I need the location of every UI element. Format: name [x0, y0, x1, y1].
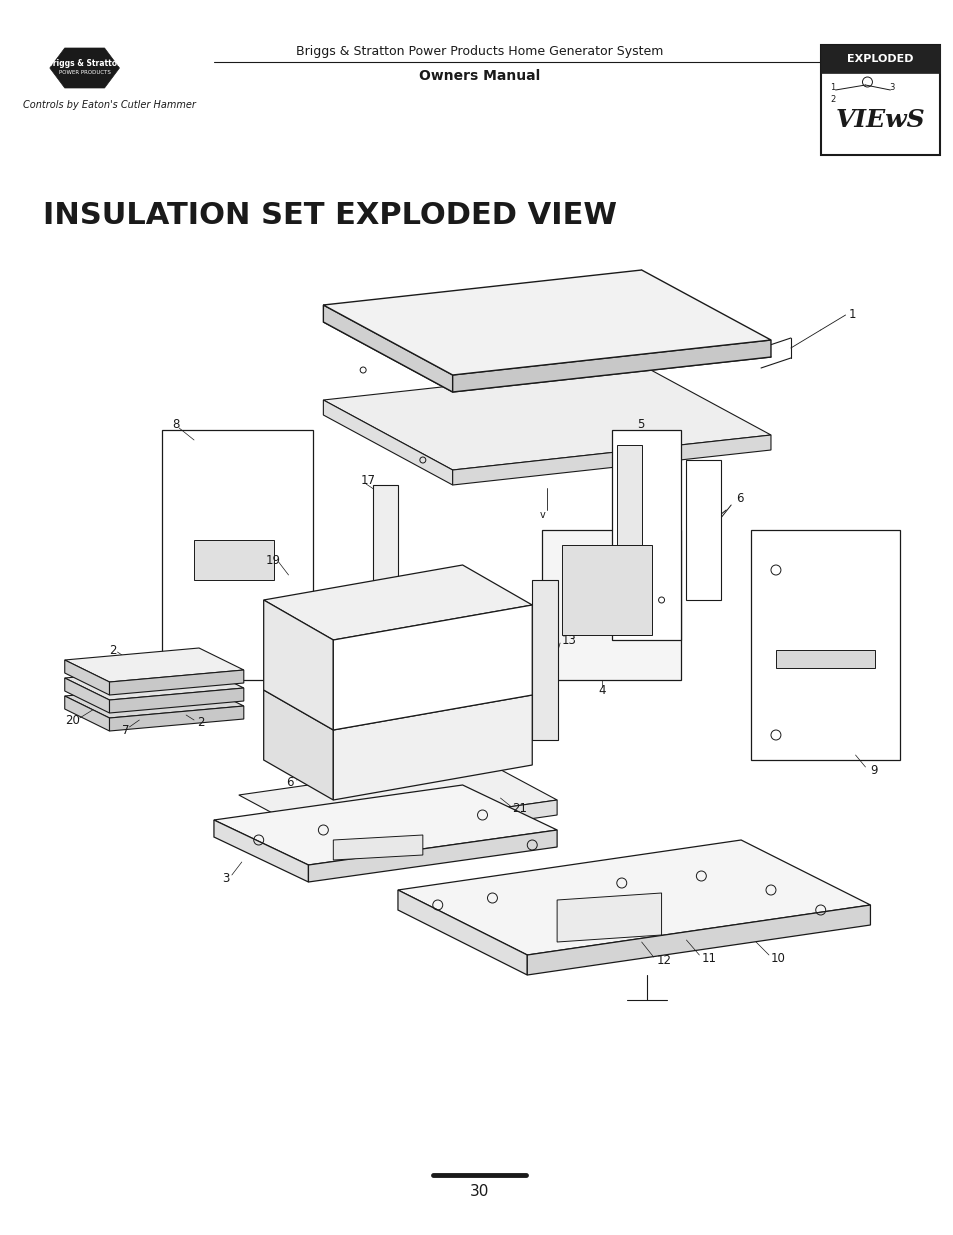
Polygon shape: [333, 695, 532, 800]
Text: 5: 5: [636, 419, 643, 431]
Text: 13: 13: [561, 634, 577, 646]
Polygon shape: [527, 905, 869, 974]
Text: 2: 2: [110, 643, 117, 657]
Text: 1: 1: [847, 309, 855, 321]
Polygon shape: [263, 564, 532, 640]
Text: 18: 18: [348, 653, 363, 667]
Polygon shape: [333, 605, 532, 730]
Text: VIEwS: VIEwS: [835, 107, 924, 132]
Polygon shape: [263, 600, 333, 730]
Polygon shape: [323, 400, 453, 485]
Polygon shape: [750, 530, 900, 760]
Polygon shape: [65, 648, 244, 682]
Polygon shape: [238, 760, 557, 835]
Polygon shape: [397, 890, 527, 974]
Polygon shape: [50, 48, 119, 88]
Text: 9: 9: [869, 763, 877, 777]
Polygon shape: [213, 820, 308, 882]
Text: 12: 12: [656, 953, 671, 967]
Polygon shape: [65, 697, 110, 731]
Polygon shape: [110, 706, 244, 731]
Polygon shape: [397, 840, 869, 955]
Polygon shape: [162, 430, 314, 680]
Text: Briggs & Stratton: Briggs & Stratton: [47, 58, 122, 68]
Text: 1: 1: [829, 84, 835, 93]
Polygon shape: [775, 650, 875, 668]
Text: Controls by Eaton's Cutler Hammer: Controls by Eaton's Cutler Hammer: [23, 100, 195, 110]
Polygon shape: [263, 690, 333, 800]
Text: 3: 3: [222, 872, 229, 884]
Polygon shape: [373, 485, 397, 659]
Polygon shape: [65, 684, 244, 718]
FancyBboxPatch shape: [820, 44, 939, 156]
Polygon shape: [263, 655, 532, 730]
Text: 21: 21: [512, 802, 527, 815]
Polygon shape: [308, 830, 557, 882]
Text: Owners Manual: Owners Manual: [418, 69, 539, 83]
Polygon shape: [453, 435, 770, 485]
Polygon shape: [193, 540, 274, 580]
Polygon shape: [65, 678, 110, 713]
Polygon shape: [314, 800, 557, 850]
Polygon shape: [213, 785, 557, 864]
Polygon shape: [65, 666, 244, 700]
Polygon shape: [373, 650, 417, 685]
Text: 10: 10: [770, 951, 785, 965]
Text: 2: 2: [197, 716, 204, 730]
Polygon shape: [323, 305, 453, 391]
Text: 17: 17: [361, 473, 375, 487]
Text: 7: 7: [122, 724, 130, 736]
Text: 6: 6: [736, 492, 743, 505]
Text: 20: 20: [65, 714, 79, 726]
Text: 30: 30: [469, 1184, 489, 1199]
Text: 8: 8: [172, 419, 179, 431]
Polygon shape: [532, 580, 558, 740]
Text: 2: 2: [829, 95, 835, 105]
Polygon shape: [333, 835, 422, 860]
Polygon shape: [557, 893, 660, 942]
Text: Briggs & Stratton Power Products Home Generator System: Briggs & Stratton Power Products Home Ge…: [295, 46, 662, 58]
Text: 11: 11: [700, 951, 716, 965]
Polygon shape: [110, 671, 244, 695]
Polygon shape: [611, 430, 680, 640]
Text: 3: 3: [889, 84, 894, 93]
Polygon shape: [617, 445, 641, 545]
Polygon shape: [323, 366, 770, 471]
Polygon shape: [541, 530, 680, 680]
Polygon shape: [323, 287, 770, 391]
Text: INSULATION SET EXPLODED VIEW: INSULATION SET EXPLODED VIEW: [43, 200, 617, 230]
Polygon shape: [561, 545, 651, 635]
Polygon shape: [686, 459, 720, 600]
Text: POWER PRODUCTS: POWER PRODUCTS: [59, 70, 111, 75]
Polygon shape: [453, 340, 770, 391]
Polygon shape: [820, 44, 939, 73]
Polygon shape: [65, 659, 110, 695]
Polygon shape: [323, 270, 770, 375]
Text: 19: 19: [265, 553, 280, 567]
Text: 4: 4: [598, 683, 605, 697]
Text: EXPLODED: EXPLODED: [846, 54, 913, 64]
Text: v: v: [538, 510, 544, 520]
Polygon shape: [110, 688, 244, 713]
Text: 14: 14: [537, 694, 552, 706]
Text: 6: 6: [286, 776, 294, 788]
